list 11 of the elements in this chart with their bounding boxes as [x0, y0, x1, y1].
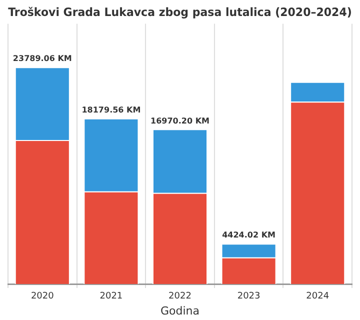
annotation: 16970.20 KM [150, 116, 210, 126]
x-tick-label: 2024 [306, 292, 330, 302]
annotation: 23789.06 KM [12, 54, 72, 64]
x-tick-label: 2023 [237, 292, 260, 302]
chart-title: Troškovi Grada Lukavca zbog pasa lutalica (2020–2024) [8, 6, 352, 19]
x-tick-label: 2021 [100, 292, 123, 302]
x-tick-label: 2020 [30, 292, 54, 302]
x-tick-label: 2022 [168, 292, 192, 302]
x-axis-title: Godina [160, 304, 200, 318]
annotation: 18179.56 KM [82, 105, 141, 114]
annotation: 4424.02 KM [222, 230, 276, 240]
